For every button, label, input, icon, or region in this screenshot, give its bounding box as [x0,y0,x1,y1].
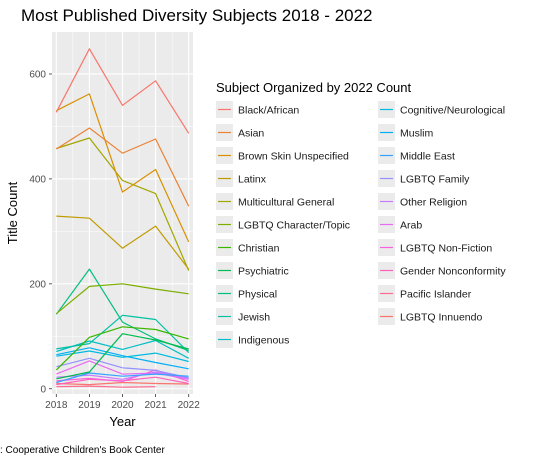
grid-major [52,32,193,394]
legend-label-asian: Asian [238,128,264,140]
legend-label-other-religion: Other Religion [400,197,467,209]
legend-label-lgbtq-family: LGBTQ Family [400,174,470,186]
legend-label-middle-east: Middle East [400,151,455,163]
legend-label-gender-nonconformity: Gender Nonconformity [400,266,506,278]
series-line-lgbtq-family [56,357,189,379]
legend-label-cognitive-neurological: Cognitive/Neurological [400,105,505,117]
series-line-pacific-islander [56,385,156,388]
x-tick-label: 2020 [111,400,134,411]
legend-label-indigenous: Indigenous [238,335,289,347]
legend-label-lgbtq-innuendo: LGBTQ Innuendo [400,312,482,324]
legend-label-pacific-islander: Pacific Islander [400,289,472,301]
series-line-muslim [56,347,189,370]
series-line-lgbtq-innuendo [56,381,189,386]
chart-caption: : Cooperative Children's Book Center [0,445,165,456]
legend-label-brown-skin-unspecified: Brown Skin Unspecified [238,151,349,163]
legend-label-arab: Arab [400,220,422,232]
legend-label-jewish: Jewish [238,312,270,324]
legend-title: Subject Organized by 2022 Count [216,80,412,95]
legend-items: Black/African Asian Brown Skin Unspecified… [216,101,506,348]
y-tick-label: 0 [40,384,46,395]
series-lines [55,48,190,388]
plot-panel [52,32,193,394]
series-line-latinx [56,215,190,270]
x-axis: 2018 2019 2020 2021 2022 [45,394,200,411]
legend-label-physical: Physical [238,289,277,301]
x-tick-label: 2022 [178,400,201,411]
series-line-multicultural-general [56,137,190,271]
series-line-lgbtq-character-topic [55,283,189,315]
y-axis-title: Title Count [5,181,20,244]
x-tick-label: 2021 [144,400,167,411]
legend-label-christian: Christian [238,243,280,255]
legend-label-lgbtq-character-topic: LGBTQ Character/Topic [238,220,350,232]
legend-label-lgbtq-non-fiction: LGBTQ Non-Fiction [400,243,492,255]
x-axis-title: Year [109,414,136,429]
legend: Subject Organized by 2022 Count Black/Af… [216,80,506,348]
series-line-middle-east [56,372,189,384]
y-tick-label: 600 [29,69,46,80]
legend-label-black-african: Black/African [238,105,299,117]
y-tick-label: 200 [29,279,46,290]
x-tick-label: 2019 [78,400,101,411]
series-line-asian [55,127,190,207]
series-line-christian [55,326,189,371]
legend-label-muslim: Muslim [400,128,434,140]
legend-label-psychiatric: Psychiatric [238,266,289,278]
series-line-brown-skin-unspecified [56,93,190,243]
legend-label-latinx: Latinx [238,174,267,186]
legend-label-multicultural-general: Multicultural General [238,197,334,209]
series-line-psychiatric [56,333,189,380]
series-line-jewish [56,314,190,354]
y-tick-label: 400 [29,174,46,185]
chart-title: Most Published Diversity Subjects 2018 -… [21,6,373,25]
x-tick-label: 2018 [45,400,68,411]
series-line-cognitive-neurological [56,350,189,363]
series-line-black-african [55,48,190,134]
y-axis: 0 200 400 600 [29,69,52,395]
series-line-indigenous [56,339,189,359]
